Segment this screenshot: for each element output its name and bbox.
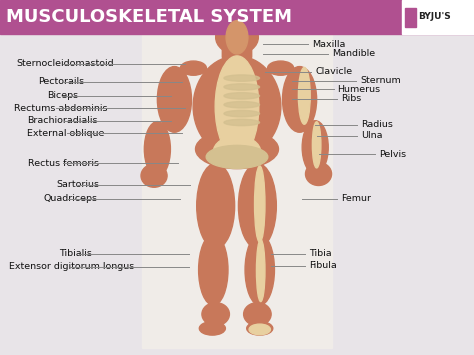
Ellipse shape xyxy=(141,164,167,187)
Text: Fibula: Fibula xyxy=(309,261,337,270)
Ellipse shape xyxy=(213,136,261,168)
Text: Clavicle: Clavicle xyxy=(315,67,352,76)
Text: Pelvis: Pelvis xyxy=(379,150,406,159)
Text: Ribs: Ribs xyxy=(341,94,362,103)
Ellipse shape xyxy=(180,61,206,75)
Text: Pectorails: Pectorails xyxy=(38,77,84,86)
Text: Maxilla: Maxilla xyxy=(312,40,345,49)
Text: Tibialis: Tibialis xyxy=(59,249,92,258)
Bar xyxy=(402,0,474,34)
Ellipse shape xyxy=(224,75,259,81)
Text: Mandible: Mandible xyxy=(332,49,375,59)
Text: Biceps: Biceps xyxy=(47,91,79,100)
Ellipse shape xyxy=(224,110,259,117)
Text: MUSCULOSKELETAL SYSTEM: MUSCULOSKELETAL SYSTEM xyxy=(6,8,292,26)
Ellipse shape xyxy=(206,145,268,168)
Ellipse shape xyxy=(199,322,226,335)
Ellipse shape xyxy=(299,67,310,124)
Ellipse shape xyxy=(195,130,279,169)
Ellipse shape xyxy=(312,122,321,168)
Ellipse shape xyxy=(199,234,228,305)
Text: Sternum: Sternum xyxy=(360,76,401,86)
Ellipse shape xyxy=(193,56,281,157)
Bar xyxy=(142,28,332,348)
Ellipse shape xyxy=(215,56,259,157)
Ellipse shape xyxy=(197,163,235,248)
Bar xyxy=(405,8,416,27)
Text: Extensor digitorum longus: Extensor digitorum longus xyxy=(9,262,134,272)
FancyBboxPatch shape xyxy=(222,38,252,59)
Bar xyxy=(0,0,474,34)
Ellipse shape xyxy=(245,234,274,305)
Text: Radius: Radius xyxy=(361,120,393,130)
Ellipse shape xyxy=(202,302,229,326)
Text: Quadriceps: Quadriceps xyxy=(44,194,98,203)
Text: Brachioradialis: Brachioradialis xyxy=(27,116,98,125)
Text: Femur: Femur xyxy=(341,194,371,203)
Ellipse shape xyxy=(157,67,191,132)
Ellipse shape xyxy=(283,67,317,132)
Text: Tibia: Tibia xyxy=(309,249,332,258)
Text: BYJU'S: BYJU'S xyxy=(419,12,451,21)
Ellipse shape xyxy=(238,163,276,248)
Text: External oblique: External oblique xyxy=(27,129,105,138)
Ellipse shape xyxy=(256,239,265,302)
Text: Humerus: Humerus xyxy=(337,85,381,94)
Ellipse shape xyxy=(224,93,259,99)
Ellipse shape xyxy=(224,119,259,126)
Ellipse shape xyxy=(144,121,170,177)
Ellipse shape xyxy=(226,21,248,54)
Ellipse shape xyxy=(305,162,332,185)
Ellipse shape xyxy=(249,324,270,335)
Ellipse shape xyxy=(224,84,259,90)
Text: Sternocleidomastoid: Sternocleidomastoid xyxy=(17,59,114,69)
Ellipse shape xyxy=(302,121,328,174)
Ellipse shape xyxy=(246,322,273,335)
Ellipse shape xyxy=(244,302,271,326)
Ellipse shape xyxy=(255,166,265,242)
Text: Sartorius: Sartorius xyxy=(56,180,99,189)
Ellipse shape xyxy=(224,102,259,108)
Ellipse shape xyxy=(216,20,258,54)
Text: Rectus femoris: Rectus femoris xyxy=(28,159,100,168)
Text: Ulna: Ulna xyxy=(361,131,383,140)
Text: Rectums abdominis: Rectums abdominis xyxy=(14,104,108,113)
Ellipse shape xyxy=(267,61,294,75)
